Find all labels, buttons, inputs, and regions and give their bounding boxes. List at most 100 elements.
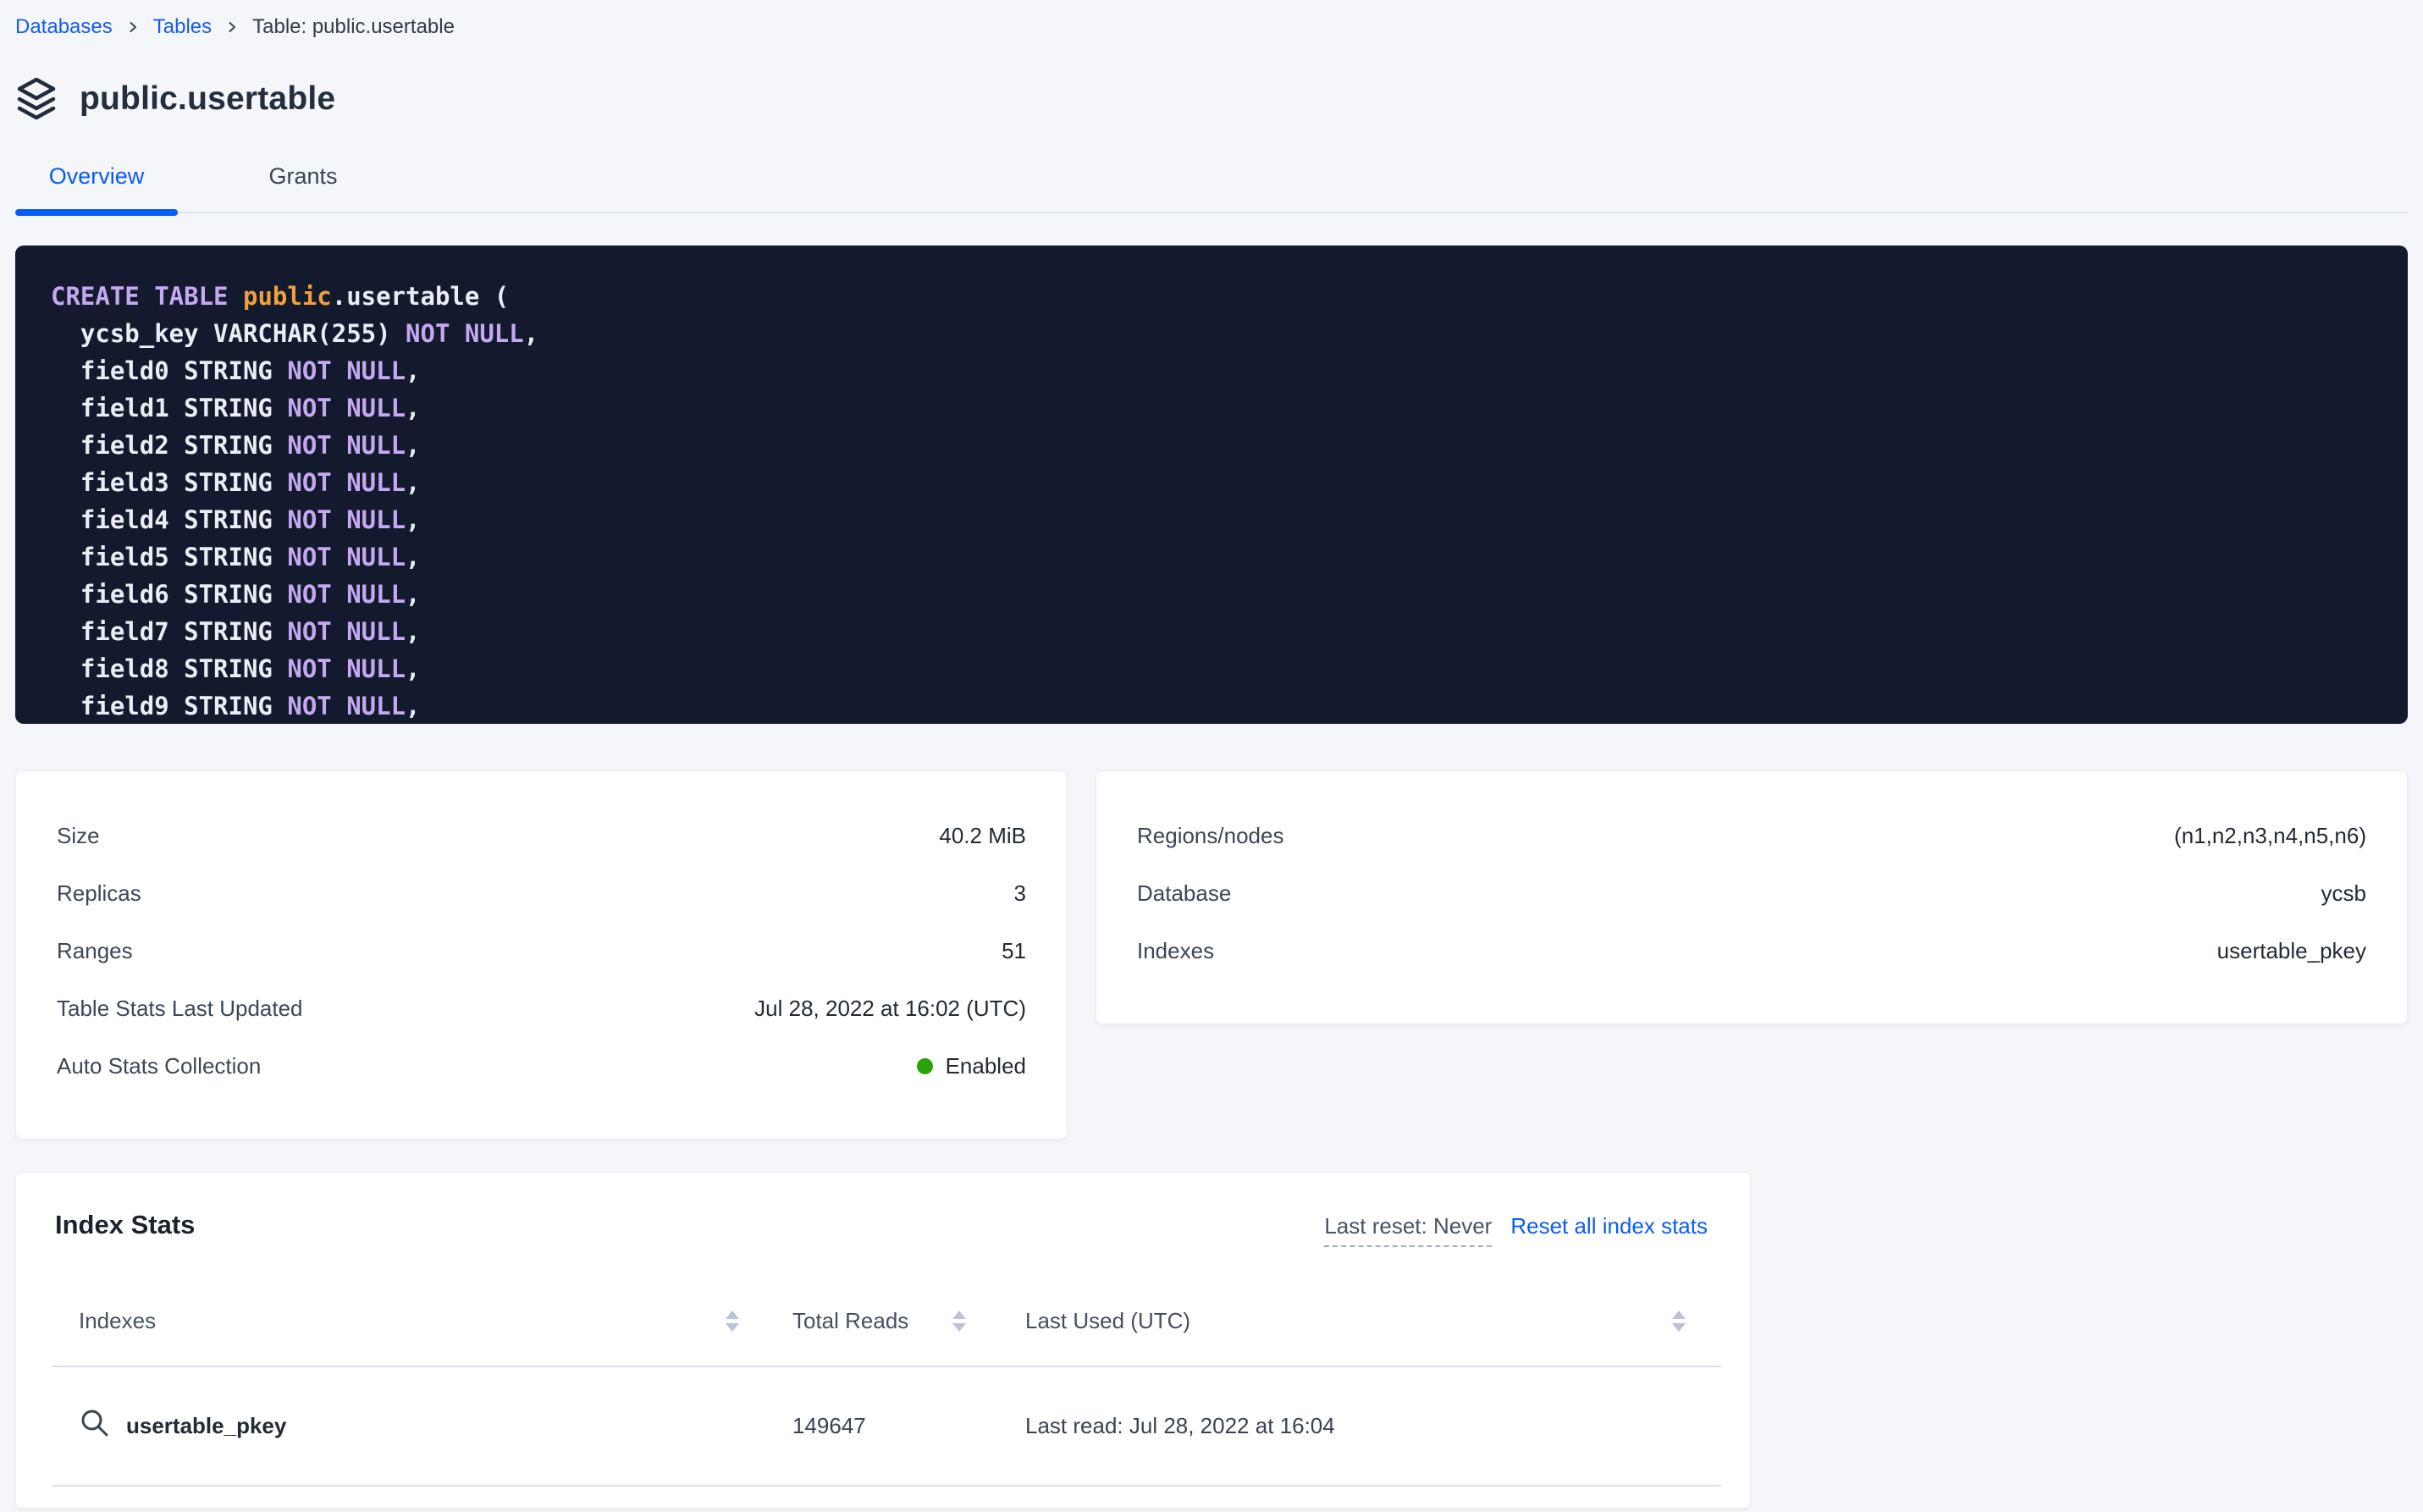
tab-grants[interactable]: Grants	[217, 161, 389, 212]
sql-line: CREATE TABLE public.usertable (	[51, 278, 2374, 315]
tab-grants-label: Grants	[268, 163, 338, 189]
sql-token: NOT NULL	[287, 654, 406, 683]
sql-token: field8 STRING	[51, 654, 288, 683]
sql-token: NOT NULL	[287, 543, 406, 571]
stat-row: Replicas 3	[57, 864, 1026, 922]
sql-line: field8 STRING NOT NULL,	[51, 650, 2374, 687]
sort-icon[interactable]	[726, 1310, 739, 1332]
index-name[interactable]: usertable_pkey	[126, 1413, 287, 1438]
sql-token: NOT NULL	[287, 580, 406, 609]
chevron-right-icon	[126, 20, 140, 34]
stat-row: Indexes usertable_pkey	[1137, 922, 2366, 979]
stat-row: Regions/nodes (n1,n2,n3,n4,n5,n6)	[1137, 807, 2366, 864]
sql-token: NOT NULL	[406, 319, 524, 348]
table-stats-card: Size 40.2 MiB Replicas 3 Ranges 51 Table Stats…	[15, 770, 1068, 1140]
sql-token: NOT NULL	[287, 356, 406, 385]
sql-token: NOT NULL	[287, 394, 406, 422]
sql-line: field3 STRING NOT NULL,	[51, 464, 2374, 501]
breadcrumb: Databases Tables Table: public.usertable	[15, 12, 2408, 42]
sql-token: field6 STRING	[51, 580, 288, 609]
index-stats-table: Indexes Total Reads Last Used (UTC) user…	[52, 1276, 1721, 1487]
stat-row: Table Stats Last Updated Jul 28, 2022 at …	[57, 979, 1026, 1037]
sql-token: ,	[406, 617, 421, 646]
sql-token: ,	[406, 505, 421, 534]
sql-token: ,	[406, 692, 421, 720]
column-header-total-reads[interactable]: Total Reads	[746, 1276, 974, 1366]
stat-row: Database ycsb	[1137, 864, 2366, 922]
active-tab-indicator	[15, 209, 178, 216]
last-reset-label[interactable]: Last reset: Never	[1324, 1213, 1493, 1247]
sql-token: ,	[406, 468, 421, 497]
stat-value-text: (n1,n2,n3,n4,n5,n6)	[2174, 822, 2366, 848]
sql-token: ,	[406, 580, 421, 609]
index-stats-title: Index Stats	[55, 1210, 196, 1239]
sort-icon[interactable]	[1672, 1310, 1686, 1332]
page-title: public.usertable	[80, 80, 336, 117]
sql-token: NOT NULL	[287, 505, 406, 534]
table-stats-rows: Size 40.2 MiB Replicas 3 Ranges 51 Table Stats…	[57, 807, 1026, 1095]
sql-token: field1 STRING	[51, 394, 288, 422]
reset-index-stats-link[interactable]: Reset all index stats	[1510, 1213, 1708, 1239]
stat-value: 51	[1002, 938, 1026, 964]
sql-token: field9 STRING	[51, 692, 288, 720]
sql-token: ,	[523, 319, 539, 348]
chevron-right-icon	[225, 20, 239, 34]
breadcrumb-link-databases[interactable]: Databases	[15, 15, 113, 38]
sql-line: field7 STRING NOT NULL,	[51, 613, 2374, 650]
sql-token: NOT NULL	[287, 692, 406, 720]
index-stats-table-body: usertable_pkey 149647 Last read: Jul 28, 2…	[52, 1367, 1721, 1487]
sql-token: ,	[406, 356, 421, 385]
column-header-total-reads-label: Total Reads	[792, 1307, 909, 1333]
index-stats-row[interactable]: usertable_pkey 149647 Last read: Jul 28, 2…	[52, 1367, 1721, 1487]
stat-value: Jul 28, 2022 at 16:02 (UTC)	[754, 996, 1026, 1022]
stat-value: (n1,n2,n3,n4,n5,n6)	[2174, 823, 2366, 849]
sql-line: field6 STRING NOT NULL,	[51, 576, 2374, 613]
stat-row: Size 40.2 MiB	[57, 807, 1026, 864]
index-name-cell: usertable_pkey	[52, 1407, 746, 1445]
index-stats-card: Index Stats Last reset: Never Reset all …	[15, 1172, 1751, 1509]
sql-token: field4 STRING	[51, 505, 288, 534]
stat-row: Ranges 51	[57, 922, 1026, 979]
stat-label: Regions/nodes	[1137, 822, 1284, 848]
create-statement-block: CREATE TABLE public.usertable ( ycsb_key…	[15, 246, 2408, 724]
stat-value-text: ycsb	[2321, 880, 2366, 906]
sql-token: field0 STRING	[51, 356, 288, 385]
index-stats-header: Index Stats Last reset: Never Reset all …	[16, 1173, 1750, 1247]
stat-label: Size	[57, 822, 100, 848]
breadcrumb-link-tables[interactable]: Tables	[152, 15, 212, 38]
sql-line: field2 STRING NOT NULL,	[51, 427, 2374, 464]
sql-line: field9 STRING NOT NULL,	[51, 687, 2374, 724]
sql-token: ,	[406, 543, 421, 571]
stat-label: Table Stats Last Updated	[57, 995, 303, 1021]
column-header-last-used[interactable]: Last Used (UTC)	[974, 1276, 1721, 1366]
stat-value-text: Enabled	[945, 1052, 1026, 1079]
sql-line: field5 STRING NOT NULL,	[51, 538, 2374, 576]
sql-token: field5 STRING	[51, 543, 288, 571]
sql-token: NOT NULL	[287, 617, 406, 646]
status-dot-enabled	[916, 1057, 933, 1074]
stat-label: Auto Stats Collection	[57, 1052, 262, 1079]
sql-code: CREATE TABLE public.usertable ( ycsb_key…	[51, 278, 2374, 724]
sql-token: field7 STRING	[51, 617, 288, 646]
tab-overview[interactable]: Overview	[15, 161, 178, 216]
sql-line: field0 STRING NOT NULL,	[51, 352, 2374, 389]
sql-token: NOT NULL	[287, 431, 406, 460]
sql-line: field4 STRING NOT NULL,	[51, 501, 2374, 538]
sql-token: NOT NULL	[287, 468, 406, 497]
column-header-indexes[interactable]: Indexes	[52, 1276, 746, 1366]
sql-token: CREATE TABLE	[51, 282, 243, 311]
column-header-last-used-label: Last Used (UTC)	[1025, 1307, 1191, 1333]
stat-label: Replicas	[57, 880, 141, 906]
tab-overview-label: Overview	[48, 163, 145, 189]
total-reads-cell: 149647	[792, 1413, 866, 1438]
index-stats-actions: Last reset: Never Reset all index stats	[1324, 1213, 1708, 1247]
stat-value-text: Jul 28, 2022 at 16:02 (UTC)	[754, 995, 1026, 1021]
sort-icon[interactable]	[952, 1310, 966, 1332]
sql-token: .usertable (	[331, 282, 510, 311]
last-used-cell: Last read: Jul 28, 2022 at 16:04	[1025, 1413, 1335, 1438]
stat-value-text: 51	[1002, 937, 1026, 963]
search-icon	[79, 1407, 111, 1445]
stat-value-text: 40.2 MiB	[939, 822, 1026, 848]
stat-value-text: usertable_pkey	[2216, 937, 2366, 963]
